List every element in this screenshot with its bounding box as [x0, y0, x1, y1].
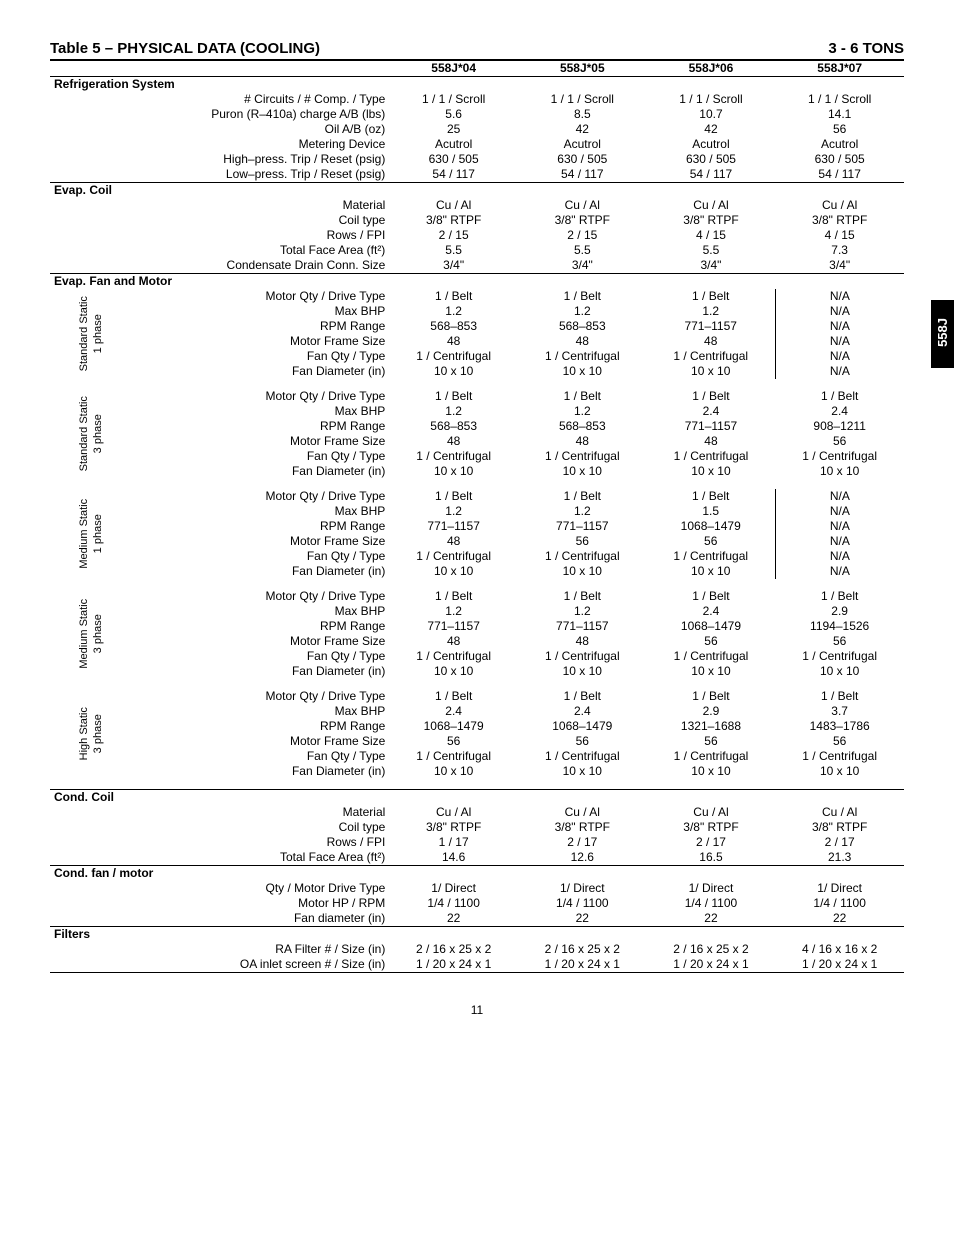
table-subtitle: 3 - 6 TONS: [828, 40, 904, 57]
table-title-row: Table 5 – PHYSICAL DATA (COOLING) 3 - 6 …: [50, 40, 904, 61]
side-tab: 558J: [931, 300, 954, 368]
table-title: Table 5 – PHYSICAL DATA (COOLING): [50, 40, 320, 57]
physical-data-table: 558J*04558J*05558J*06558J*07Refrigeratio…: [50, 61, 904, 973]
page-number: 11: [50, 1003, 904, 1017]
side-tab-label: 558J: [935, 318, 950, 347]
